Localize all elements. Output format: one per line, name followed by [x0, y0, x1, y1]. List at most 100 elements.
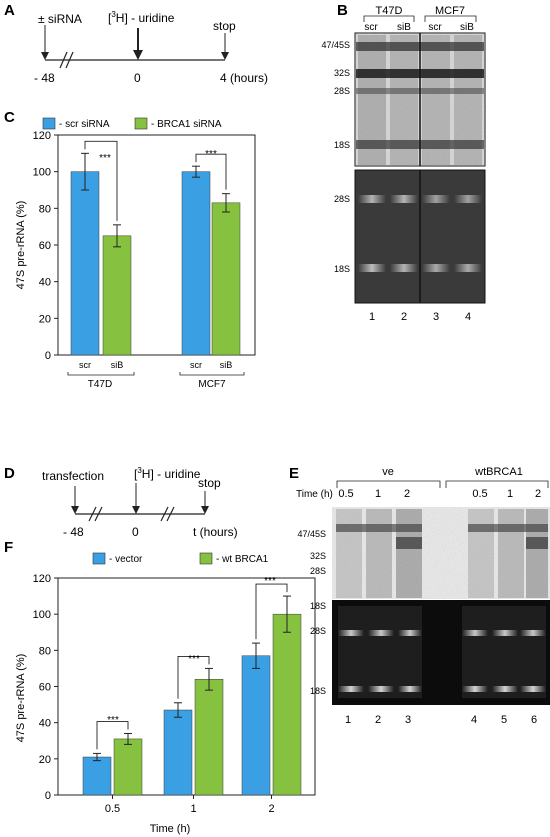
x-tick-label: 0.5: [105, 803, 120, 815]
group-bracket-ve: [336, 480, 441, 488]
group-label-ve: ve: [382, 466, 394, 478]
lane-label: siB: [397, 22, 411, 33]
y-tick-label: 20: [39, 754, 51, 766]
group-bracket: [67, 372, 135, 376]
marker-label: 18S: [334, 264, 350, 274]
bar: [194, 679, 224, 796]
sirna-label: ± siRNA: [38, 12, 82, 26]
y-tick-label: 120: [33, 130, 51, 142]
axis-break-mark: [166, 506, 175, 522]
stop-label: stop: [198, 476, 221, 490]
marker-label: 18S: [310, 686, 326, 696]
x-tick-label: 2: [268, 803, 274, 815]
significance-bracket: [195, 153, 227, 190]
lane-number: 4: [471, 714, 477, 726]
panel-f: F - vector - wt BRCA1 47S pre-rRNA (%) 0…: [4, 539, 316, 835]
time-label-start: - 48: [63, 525, 84, 539]
bar: [163, 709, 193, 796]
marker-label: 28S: [334, 194, 350, 204]
lane-number: 2: [401, 311, 407, 323]
stop-arrowhead-icon: [201, 506, 209, 514]
bar: [272, 613, 302, 796]
y-tick-label: 100: [33, 167, 51, 179]
time-point: 1: [507, 488, 513, 500]
y-tick-label: 120: [33, 573, 51, 585]
time-point: 1: [375, 488, 381, 500]
lane-label: scr: [364, 22, 378, 33]
lane-number: 6: [531, 714, 537, 726]
y-tick-label: 80: [39, 203, 51, 215]
axis-break-mark: [94, 506, 103, 522]
uridine-label: [3H] - uridine: [134, 466, 201, 481]
legend-swatch-green: [199, 552, 213, 565]
panel-a: A ± siRNA [3H] - uridine stop - 48 0 4 (…: [4, 2, 268, 85]
panel-d: D transfection [3H] - uridine stop - 48 …: [4, 465, 238, 539]
marker-label: 18S: [310, 601, 326, 611]
time-axis-label: Time (h): [296, 489, 333, 500]
panel-letter-e: E: [289, 465, 299, 482]
panel-e: E ve wtBRCA1 Time (h) 0.5 1 2 0.5 1 2 47…: [289, 465, 550, 726]
time-label-start: - 48: [34, 71, 55, 85]
lane-number: 5: [501, 714, 507, 726]
significance-label: ***: [264, 576, 276, 587]
group-label-mcf7: MCF7: [435, 5, 465, 17]
bar: [70, 171, 100, 356]
marker-label: 28S: [310, 626, 326, 636]
y-tick-label: 0: [45, 790, 51, 802]
autoradiograph-e: [332, 507, 550, 599]
autoradiograph-b: [354, 32, 486, 167]
marker-label: 18S: [334, 140, 350, 150]
bar-chart-f: 0 20 40 60 80 100 120 0.5 1 2: [33, 573, 316, 815]
y-tick-label: 40: [39, 718, 51, 730]
panel-letter-b: B: [337, 2, 348, 19]
lane-number: 2: [375, 714, 381, 726]
legend-swatch-green: [134, 117, 148, 130]
significance-bracket: [84, 140, 118, 221]
x-axis-label: Time (h): [150, 823, 191, 835]
stop-arrowhead-icon: [221, 52, 229, 60]
lane-number: 3: [433, 311, 439, 323]
panel-letter-c: C: [4, 109, 15, 126]
stained-gel-b: [354, 169, 486, 304]
time-point: 2: [404, 488, 410, 500]
x-tick-label: 1: [190, 803, 196, 815]
y-axis-label: 47S pre-rRNA (%): [15, 201, 27, 290]
y-tick-label: 60: [39, 240, 51, 252]
lane-label: siB: [460, 22, 474, 33]
marker-label: 28S: [334, 86, 350, 96]
significance-bracket: [177, 655, 210, 699]
lane-number: 1: [369, 311, 375, 323]
legend-label: - scr siRNA: [59, 119, 110, 130]
lane-number: 3: [405, 714, 411, 726]
significance-label: ***: [99, 153, 111, 164]
uridine-arrowhead-icon: [133, 50, 143, 60]
y-axis-label: 47S pre-rRNA (%): [15, 654, 27, 743]
panel-b: B T47D MCF7 scr siB scr siB 47/45S 32S 2…: [321, 2, 486, 323]
bar: [113, 738, 143, 796]
y-tick-label: 0: [45, 350, 51, 362]
bar: [241, 655, 271, 796]
uridine-arrowhead-icon: [132, 506, 140, 514]
lane-label: scr: [428, 22, 442, 33]
time-point: 0.5: [472, 488, 487, 500]
stained-gel-e: [332, 600, 550, 705]
group-label: T47D: [88, 379, 112, 390]
legend-label: - BRCA1 siRNA: [151, 119, 222, 130]
time-label-zero: 0: [134, 71, 141, 85]
marker-label: 32S: [334, 68, 350, 78]
bar-label: scr: [79, 360, 91, 370]
group-label-wtbrca1: wtBRCA1: [474, 466, 523, 478]
panel-c: C - scr siRNA - BRCA1 siRNA 47S pre-rRNA…: [4, 109, 256, 390]
significance-label: ***: [205, 149, 217, 160]
group-label: MCF7: [198, 379, 226, 390]
panel-letter-a: A: [4, 2, 15, 19]
transfection-arrowhead-icon: [71, 506, 79, 514]
time-label-end: t (hours): [193, 525, 238, 539]
time-label-end: 4 (hours): [220, 71, 268, 85]
panel-letter-f: F: [4, 539, 13, 556]
axis-break-mark: [59, 51, 68, 69]
marker-label: 47/45S: [297, 529, 326, 539]
significance-bracket: [96, 721, 129, 750]
lane-number: 4: [465, 311, 471, 323]
